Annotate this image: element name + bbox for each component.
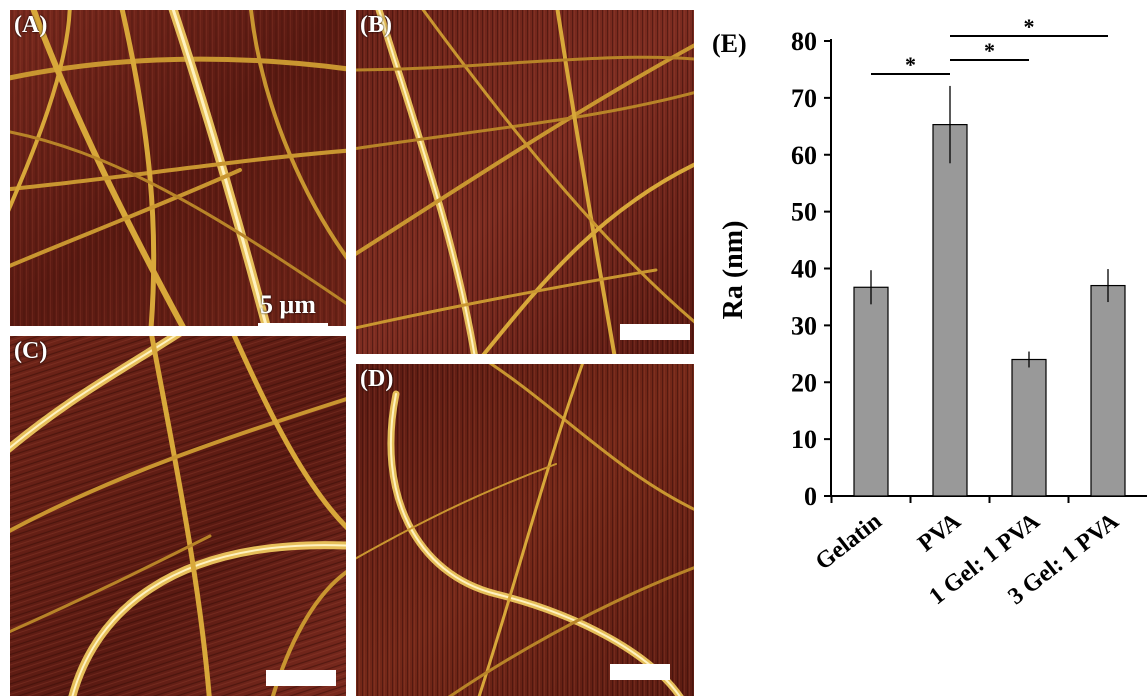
y-tick-label: 20 (791, 368, 817, 397)
afm-texture-d (356, 364, 694, 696)
scale-bar-c (266, 670, 336, 686)
afm-texture-b (356, 10, 694, 354)
significance-marker: * (905, 52, 916, 77)
bar (853, 286, 889, 497)
y-tick-label: 10 (791, 425, 817, 454)
x-tick-label: Gelatin (811, 508, 887, 575)
x-tick-label: PVA (913, 508, 966, 557)
afm-texture-a (10, 10, 346, 326)
bar (1011, 358, 1047, 497)
significance-marker: * (1024, 14, 1035, 39)
scale-bar-d (610, 664, 670, 680)
afm-image-d: (D) (356, 364, 694, 696)
panel-label-c: (C) (14, 338, 48, 364)
afm-image-a: (A) 5 μm (10, 10, 346, 326)
chart-panel-label: (E) (712, 29, 747, 58)
afm-texture-c (10, 336, 346, 696)
significance-marker: * (984, 38, 995, 63)
panel-label-b: (B) (360, 12, 392, 38)
y-tick-label: 0 (804, 482, 817, 511)
panel-label-a: (A) (14, 12, 48, 38)
bar (1090, 284, 1126, 497)
y-axis-label: Ra (nm) (718, 221, 749, 320)
afm-image-b: (B) (356, 10, 694, 354)
panel-label-d: (D) (360, 366, 394, 392)
scale-bar-a (258, 323, 328, 326)
y-tick-label: 80 (791, 27, 817, 56)
y-tick-label: 40 (791, 255, 817, 284)
y-tick-label: 70 (791, 84, 817, 113)
scale-bar-text: 5 μm (260, 290, 316, 319)
y-tick-label: 50 (791, 198, 817, 227)
y-tick-label: 60 (791, 141, 817, 170)
y-tick-label: 30 (791, 311, 817, 340)
bar (932, 124, 968, 497)
afm-image-c: (C) (10, 336, 346, 696)
scale-bar-b (620, 324, 690, 340)
